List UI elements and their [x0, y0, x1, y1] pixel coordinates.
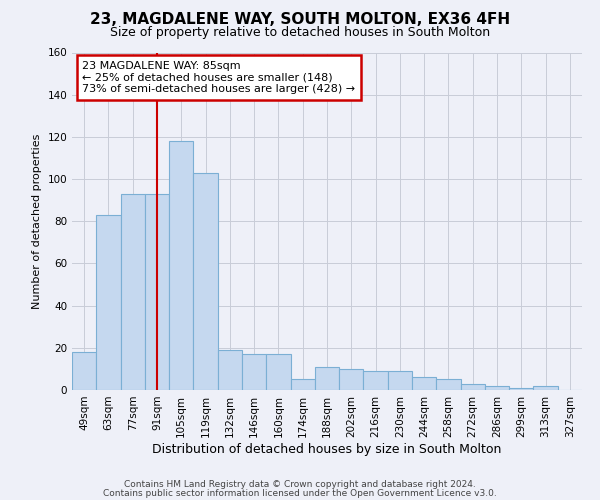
- Bar: [485, 386, 509, 390]
- Bar: [364, 371, 388, 390]
- Bar: [412, 378, 436, 390]
- Bar: [388, 371, 412, 390]
- Bar: [533, 386, 558, 390]
- Text: Contains public sector information licensed under the Open Government Licence v3: Contains public sector information licen…: [103, 489, 497, 498]
- Text: 23, MAGDALENE WAY, SOUTH MOLTON, EX36 4FH: 23, MAGDALENE WAY, SOUTH MOLTON, EX36 4F…: [90, 12, 510, 28]
- Y-axis label: Number of detached properties: Number of detached properties: [32, 134, 42, 309]
- Bar: [266, 354, 290, 390]
- Bar: [121, 194, 145, 390]
- Bar: [509, 388, 533, 390]
- Text: 23 MAGDALENE WAY: 85sqm
← 25% of detached houses are smaller (148)
73% of semi-d: 23 MAGDALENE WAY: 85sqm ← 25% of detache…: [82, 61, 355, 94]
- Bar: [290, 380, 315, 390]
- Bar: [461, 384, 485, 390]
- Bar: [339, 369, 364, 390]
- Bar: [169, 141, 193, 390]
- Bar: [218, 350, 242, 390]
- Text: Size of property relative to detached houses in South Molton: Size of property relative to detached ho…: [110, 26, 490, 39]
- Text: Contains HM Land Registry data © Crown copyright and database right 2024.: Contains HM Land Registry data © Crown c…: [124, 480, 476, 489]
- Bar: [145, 194, 169, 390]
- Bar: [193, 172, 218, 390]
- X-axis label: Distribution of detached houses by size in South Molton: Distribution of detached houses by size …: [152, 442, 502, 456]
- Bar: [96, 215, 121, 390]
- Bar: [436, 380, 461, 390]
- Bar: [242, 354, 266, 390]
- Bar: [315, 367, 339, 390]
- Bar: [72, 352, 96, 390]
